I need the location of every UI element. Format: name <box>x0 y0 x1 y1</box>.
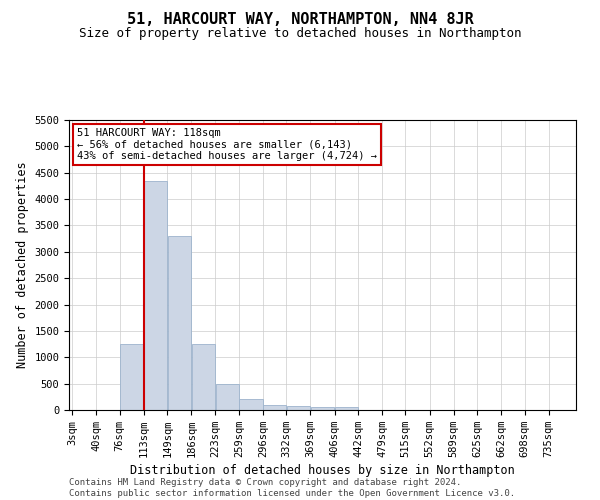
Bar <box>120 344 143 410</box>
Bar <box>144 180 167 410</box>
Text: 51 HARCOURT WAY: 118sqm
← 56% of detached houses are smaller (6,143)
43% of semi: 51 HARCOURT WAY: 118sqm ← 56% of detache… <box>77 128 377 161</box>
X-axis label: Distribution of detached houses by size in Northampton: Distribution of detached houses by size … <box>130 464 515 477</box>
Bar <box>216 384 239 410</box>
Bar <box>239 400 263 410</box>
Text: Contains HM Land Registry data © Crown copyright and database right 2024.
Contai: Contains HM Land Registry data © Crown c… <box>69 478 515 498</box>
Bar <box>335 408 358 410</box>
Y-axis label: Number of detached properties: Number of detached properties <box>16 162 29 368</box>
Bar <box>191 344 215 410</box>
Bar <box>287 406 310 410</box>
Text: 51, HARCOURT WAY, NORTHAMPTON, NN4 8JR: 51, HARCOURT WAY, NORTHAMPTON, NN4 8JR <box>127 12 473 28</box>
Bar <box>167 236 191 410</box>
Text: Size of property relative to detached houses in Northampton: Size of property relative to detached ho… <box>79 28 521 40</box>
Bar <box>263 404 286 410</box>
Bar <box>311 408 334 410</box>
